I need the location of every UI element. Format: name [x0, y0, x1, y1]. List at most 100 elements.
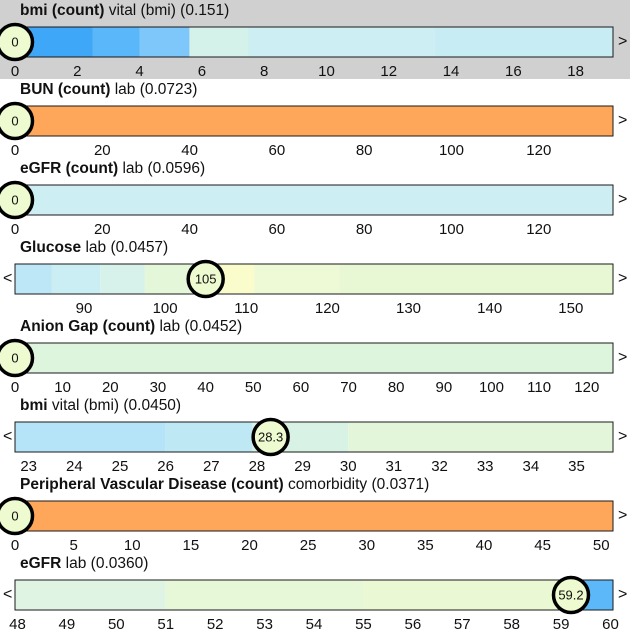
heat-band	[15, 343, 613, 373]
feature-category: lab	[122, 160, 144, 177]
tick-label: 29	[294, 458, 311, 475]
tick-label: 30	[358, 537, 375, 554]
tick-label: 90	[76, 300, 93, 317]
tick-label: 130	[396, 300, 421, 317]
decrease-arrow-icon[interactable]: <	[3, 270, 13, 287]
value-marker[interactable]: 28.3	[251, 417, 290, 457]
tick-label: 120	[574, 379, 599, 396]
feature-importance: (0.0457)	[110, 239, 169, 256]
feature-row[interactable]: eGFR lab (0.0360) < >48 49 50 51 52 53 54 55 56 57 5…	[0, 553, 630, 632]
tick-label: 120	[526, 142, 551, 159]
feature-row[interactable]: bmi vital (bmi) (0.0450) < >23 24 25 26 27 28 29…	[0, 395, 630, 475]
tick-label: 40	[181, 142, 198, 159]
tick-label: 100	[439, 221, 464, 238]
tick-label: 60	[269, 142, 286, 159]
tick-label: 57	[454, 616, 471, 632]
tick-label: 58	[503, 616, 520, 632]
feature-category: lab	[159, 318, 181, 335]
increase-arrow-icon[interactable]: >	[618, 507, 628, 524]
feature-category: lab	[85, 239, 107, 256]
decrease-arrow-icon[interactable]: <	[3, 586, 13, 603]
value-marker-circle[interactable]	[0, 338, 35, 378]
tick-label: 110	[527, 379, 551, 396]
heat-band	[15, 580, 166, 610]
tick-label: 40	[181, 221, 198, 238]
increase-arrow-icon[interactable]: >	[618, 191, 628, 208]
tick-label: 10	[124, 537, 141, 554]
increase-arrow-icon[interactable]: >	[618, 428, 628, 445]
feature-importance: (0.151)	[180, 2, 230, 19]
feature-track[interactable]: 90 100 110 120 130 140 150 105	[0, 257, 630, 317]
heat-band	[348, 422, 613, 452]
feature-track[interactable]: 48 49 50 51 52 53 54 55 56 57 58 59 60 59.2	[0, 573, 630, 632]
feature-importance: (0.0371)	[371, 476, 430, 493]
tick-label: 50	[108, 616, 125, 632]
feature-track[interactable]: 0 2 4 6 8 10 12 14 16 18 0	[0, 20, 630, 80]
value-marker-circle[interactable]	[0, 496, 35, 536]
feature-track[interactable]: 0 5 10 15 20 25 30 35 40 45 50 0	[0, 494, 630, 554]
tick-label: 27	[203, 458, 220, 475]
tick-label: 54	[306, 616, 323, 632]
tick-label: 18	[567, 63, 584, 80]
increase-arrow-icon[interactable]: >	[618, 270, 628, 287]
track-border	[14, 421, 614, 453]
feature-row[interactable]: eGFR (count) lab (0.0596)<>0204060801001…	[0, 158, 630, 238]
tick-label: 59	[553, 616, 570, 632]
tick-label: 31	[386, 458, 403, 475]
tick-label: 4	[135, 63, 143, 80]
tick-label: 53	[256, 616, 273, 632]
tick-label: 52	[207, 616, 224, 632]
feature-track[interactable]: 0 20 40 60 80 100 120 0	[0, 178, 630, 238]
value-marker[interactable]: 0	[0, 22, 35, 62]
value-marker[interactable]: 0	[0, 496, 35, 536]
increase-arrow-icon[interactable]: >	[618, 586, 628, 603]
heat-band	[51, 264, 101, 294]
value-marker-circle[interactable]	[0, 180, 35, 220]
feature-title: eGFR lab (0.0360)	[20, 555, 148, 573]
decrease-arrow-icon[interactable]: <	[3, 428, 13, 445]
value-marker-circle[interactable]	[0, 101, 35, 141]
tick-label: 56	[404, 616, 421, 632]
tick-label: 20	[94, 142, 111, 159]
feature-name: eGFR (count)	[20, 160, 119, 177]
feature-track[interactable]: 0 10 20 30 40 50 60 70 80 90 100 110 120 0	[0, 336, 630, 396]
heat-band	[254, 264, 340, 294]
value-marker[interactable]: 105	[186, 259, 225, 299]
tick-label: 30	[150, 379, 167, 396]
tick-label: 90	[436, 379, 453, 396]
value-marker-circle[interactable]	[551, 575, 591, 615]
feature-name: bmi (count)	[20, 2, 105, 19]
feature-importance: (0.0596)	[147, 160, 206, 177]
value-marker-label: 0	[11, 351, 18, 366]
increase-arrow-icon[interactable]: >	[618, 112, 628, 129]
feature-title: bmi vital (bmi) (0.0450)	[20, 397, 181, 415]
value-marker[interactable]: 0	[0, 338, 35, 378]
feature-row[interactable]: Anion Gap (count) lab (0.0452)<>01020304…	[0, 316, 630, 396]
tick-label: 120	[315, 300, 340, 317]
tick-label: 23	[20, 458, 37, 475]
value-marker[interactable]: 59.2	[551, 575, 591, 615]
tick-label: 100	[479, 379, 504, 396]
feature-name: Peripheral Vascular Disease (count)	[20, 476, 284, 493]
increase-arrow-icon[interactable]: >	[618, 349, 628, 366]
feature-row[interactable]: Glucose lab (0.0457) < >90 100 110 120 130 140 1…	[0, 237, 630, 317]
feature-title: Anion Gap (count) lab (0.0452)	[20, 318, 242, 336]
value-marker[interactable]: 0	[0, 180, 35, 220]
value-marker-circle[interactable]	[251, 417, 290, 457]
tick-label: 0	[11, 537, 19, 554]
feature-row[interactable]: Peripheral Vascular Disease (count) como…	[0, 474, 630, 554]
tick-label: 55	[355, 616, 372, 632]
feature-track[interactable]: 0 20 40 60 80 100 120 0	[0, 99, 630, 159]
value-marker[interactable]: 0	[0, 101, 35, 141]
tick-label: 60	[602, 616, 619, 632]
value-marker-circle[interactable]	[0, 22, 35, 62]
increase-arrow-icon[interactable]: >	[618, 33, 628, 50]
feature-title: BUN (count) lab (0.0723)	[20, 81, 197, 99]
feature-row[interactable]: bmi (count) vital (bmi) (0.151)<>0246810…	[0, 0, 630, 80]
value-marker-circle[interactable]	[186, 259, 225, 299]
feature-row[interactable]: BUN (count) lab (0.0723)<>02040608010012…	[0, 79, 630, 159]
feature-track[interactable]: 23 24 25 26 27 28 29 30 31 32 33 34 35 28.3	[0, 415, 630, 475]
tick-label: 32	[431, 458, 448, 475]
tick-label: 0	[11, 379, 19, 396]
tick-label: 48	[9, 616, 26, 632]
